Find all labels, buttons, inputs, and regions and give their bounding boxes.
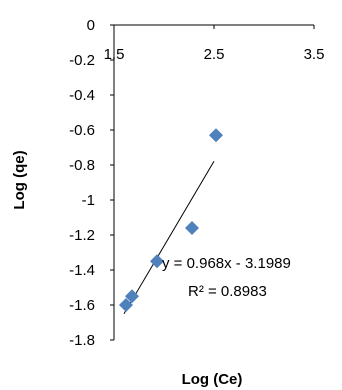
x-axis-label: Log (Ce) — [182, 371, 243, 388]
data-point — [209, 128, 223, 143]
y-tick-label: -1.4 — [69, 262, 95, 279]
r-squared-label: R² = 0.8983 — [188, 283, 267, 300]
y-tick-label: -1.2 — [69, 227, 95, 244]
y-tick-label: -0.4 — [69, 87, 95, 104]
data-point — [185, 221, 199, 235]
data-points — [119, 128, 223, 312]
x-tick-label: 1.5 — [104, 46, 125, 63]
y-ticks: 0 -0.2 -0.4 -0.6 -0.8 -1 -1.2 -1.4 -1.6 -1.8 — [69, 17, 114, 349]
x-tick-label: 2.5 — [204, 46, 225, 63]
x-ticks: 1.5 2.5 3.5 — [104, 25, 325, 63]
trendline — [123, 161, 215, 315]
x-tick-label: 3.5 — [304, 46, 325, 63]
data-point — [150, 254, 164, 269]
y-tick-label: -0.6 — [69, 122, 95, 139]
data-point — [125, 289, 139, 304]
y-tick-label: -0.2 — [69, 52, 95, 69]
y-tick-label: -1 — [82, 192, 95, 209]
y-tick-label: -1.8 — [69, 332, 95, 349]
y-tick-label: 0 — [87, 17, 95, 34]
y-axis-label: Log (qe) — [11, 150, 28, 209]
y-tick-label: -0.8 — [69, 157, 95, 174]
y-tick-label: -1.6 — [69, 297, 95, 314]
trendline-equation: y = 0.968x - 3.1989 — [162, 255, 291, 272]
data-point — [119, 298, 133, 312]
